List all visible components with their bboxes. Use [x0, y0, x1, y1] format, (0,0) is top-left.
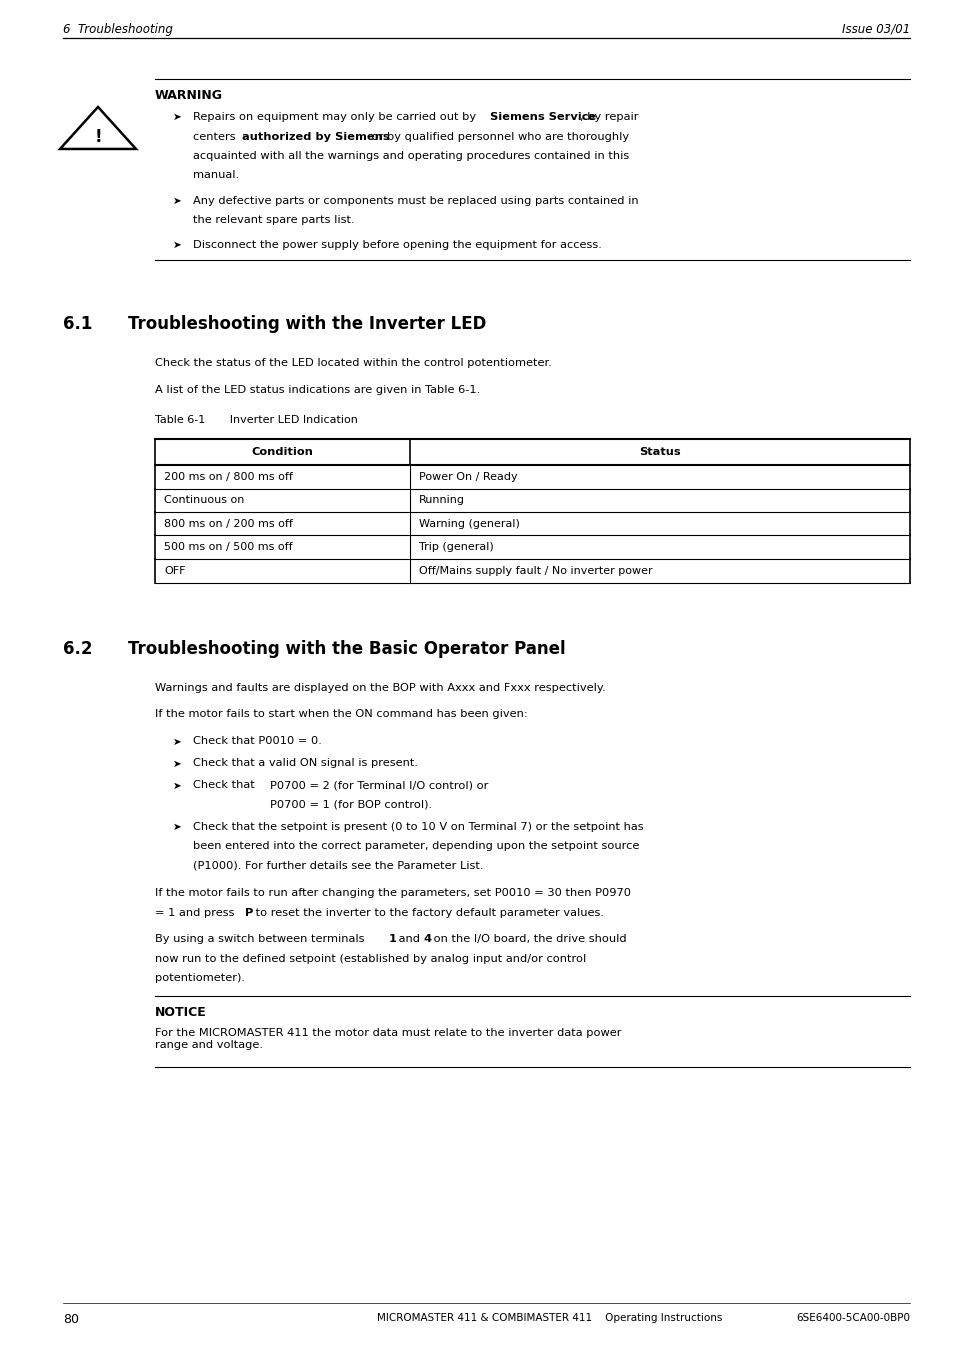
Text: potentiometer).: potentiometer).: [154, 974, 245, 984]
Text: ➤: ➤: [172, 821, 182, 832]
Text: Check that a valid ON signal is present.: Check that a valid ON signal is present.: [193, 758, 417, 769]
Text: on the I/O board, the drive should: on the I/O board, the drive should: [429, 935, 625, 944]
Text: Troubleshooting with the Inverter LED: Troubleshooting with the Inverter LED: [128, 315, 486, 332]
Text: A list of the LED status indications are given in Table 6-1.: A list of the LED status indications are…: [154, 385, 479, 394]
Text: manual.: manual.: [193, 170, 239, 181]
Text: Condition: Condition: [252, 447, 314, 457]
Text: acquainted with all the warnings and operating procedures contained in this: acquainted with all the warnings and ope…: [193, 151, 629, 161]
Text: Table 6-1       Inverter LED Indication: Table 6-1 Inverter LED Indication: [154, 415, 357, 426]
Text: Warning (general): Warning (general): [418, 519, 519, 528]
Text: Troubleshooting with the Basic Operator Panel: Troubleshooting with the Basic Operator …: [128, 640, 565, 658]
Text: Check that P0010 = 0.: Check that P0010 = 0.: [193, 736, 321, 747]
Text: ➤: ➤: [172, 196, 182, 205]
Text: 6.1: 6.1: [63, 315, 92, 332]
Text: Check that the setpoint is present (0 to 10 V on Terminal 7) or the setpoint has: Check that the setpoint is present (0 to…: [193, 821, 643, 832]
Text: P0700 = 1 (for BOP control).: P0700 = 1 (for BOP control).: [270, 800, 432, 811]
Text: 80: 80: [63, 1313, 79, 1325]
Text: = 1 and press: = 1 and press: [154, 908, 238, 917]
Text: 800 ms on / 200 ms off: 800 ms on / 200 ms off: [164, 519, 293, 528]
Text: Any defective parts or components must be replaced using parts contained in: Any defective parts or components must b…: [193, 196, 638, 205]
Text: been entered into the correct parameter, depending upon the setpoint source: been entered into the correct parameter,…: [193, 842, 639, 851]
Text: !: !: [94, 128, 102, 146]
Text: Trip (general): Trip (general): [418, 542, 494, 553]
Text: Continuous on: Continuous on: [164, 496, 244, 505]
Text: the relevant spare parts list.: the relevant spare parts list.: [193, 215, 355, 226]
Text: Running: Running: [418, 496, 464, 505]
Text: Warnings and faults are displayed on the BOP with Axxx and Fxxx respectively.: Warnings and faults are displayed on the…: [154, 684, 605, 693]
Text: ➤: ➤: [172, 758, 182, 769]
Text: and: and: [395, 935, 423, 944]
Text: 6  Troubleshooting: 6 Troubleshooting: [63, 23, 172, 36]
Text: now run to the defined setpoint (established by analog input and/or control: now run to the defined setpoint (establi…: [154, 954, 586, 965]
Text: MICROMASTER 411 & COMBIMASTER 411    Operating Instructions: MICROMASTER 411 & COMBIMASTER 411 Operat…: [377, 1313, 722, 1323]
Text: or by qualified personnel who are thoroughly: or by qualified personnel who are thorou…: [368, 131, 629, 142]
Text: Issue 03/01: Issue 03/01: [841, 23, 909, 36]
Text: , by repair: , by repair: [579, 112, 638, 122]
Text: NOTICE: NOTICE: [154, 1006, 207, 1020]
Text: Repairs on equipment may only be carried out by: Repairs on equipment may only be carried…: [193, 112, 479, 122]
Text: Status: Status: [639, 447, 680, 457]
Text: WARNING: WARNING: [154, 89, 223, 101]
Text: to reset the inverter to the factory default parameter values.: to reset the inverter to the factory def…: [252, 908, 603, 917]
Text: Check the status of the LED located within the control potentiometer.: Check the status of the LED located with…: [154, 358, 551, 367]
Text: 200 ms on / 800 ms off: 200 ms on / 800 ms off: [164, 471, 293, 482]
Text: P: P: [244, 908, 253, 917]
Text: P0700 = 2 (for Terminal I/O control) or: P0700 = 2 (for Terminal I/O control) or: [270, 781, 488, 790]
Text: Check that: Check that: [193, 781, 254, 790]
Text: For the MICROMASTER 411 the motor data must relate to the inverter data power
ra: For the MICROMASTER 411 the motor data m…: [154, 1028, 620, 1050]
Text: Disconnect the power supply before opening the equipment for access.: Disconnect the power supply before openi…: [193, 240, 601, 250]
Text: (P1000). For further details see the Parameter List.: (P1000). For further details see the Par…: [193, 861, 483, 871]
Text: OFF: OFF: [164, 566, 185, 576]
Text: ➤: ➤: [172, 240, 182, 250]
Text: 6.2: 6.2: [63, 640, 92, 658]
Text: 1: 1: [388, 935, 395, 944]
Text: ➤: ➤: [172, 112, 182, 122]
Text: authorized by Siemens: authorized by Siemens: [241, 131, 389, 142]
Text: 6SE6400-5CA00-0BP0: 6SE6400-5CA00-0BP0: [795, 1313, 909, 1323]
Text: ➤: ➤: [172, 781, 182, 790]
Text: Off/Mains supply fault / No inverter power: Off/Mains supply fault / No inverter pow…: [418, 566, 652, 576]
Text: By using a switch between terminals: By using a switch between terminals: [154, 935, 368, 944]
Text: 4: 4: [422, 935, 431, 944]
Text: If the motor fails to run after changing the parameters, set P0010 = 30 then P09: If the motor fails to run after changing…: [154, 888, 630, 898]
Text: Power On / Ready: Power On / Ready: [418, 471, 517, 482]
Text: 500 ms on / 500 ms off: 500 ms on / 500 ms off: [164, 542, 293, 553]
Text: Siemens Service: Siemens Service: [490, 112, 597, 122]
Text: centers: centers: [193, 131, 239, 142]
Text: ➤: ➤: [172, 736, 182, 747]
Text: If the motor fails to start when the ON command has been given:: If the motor fails to start when the ON …: [154, 709, 527, 720]
